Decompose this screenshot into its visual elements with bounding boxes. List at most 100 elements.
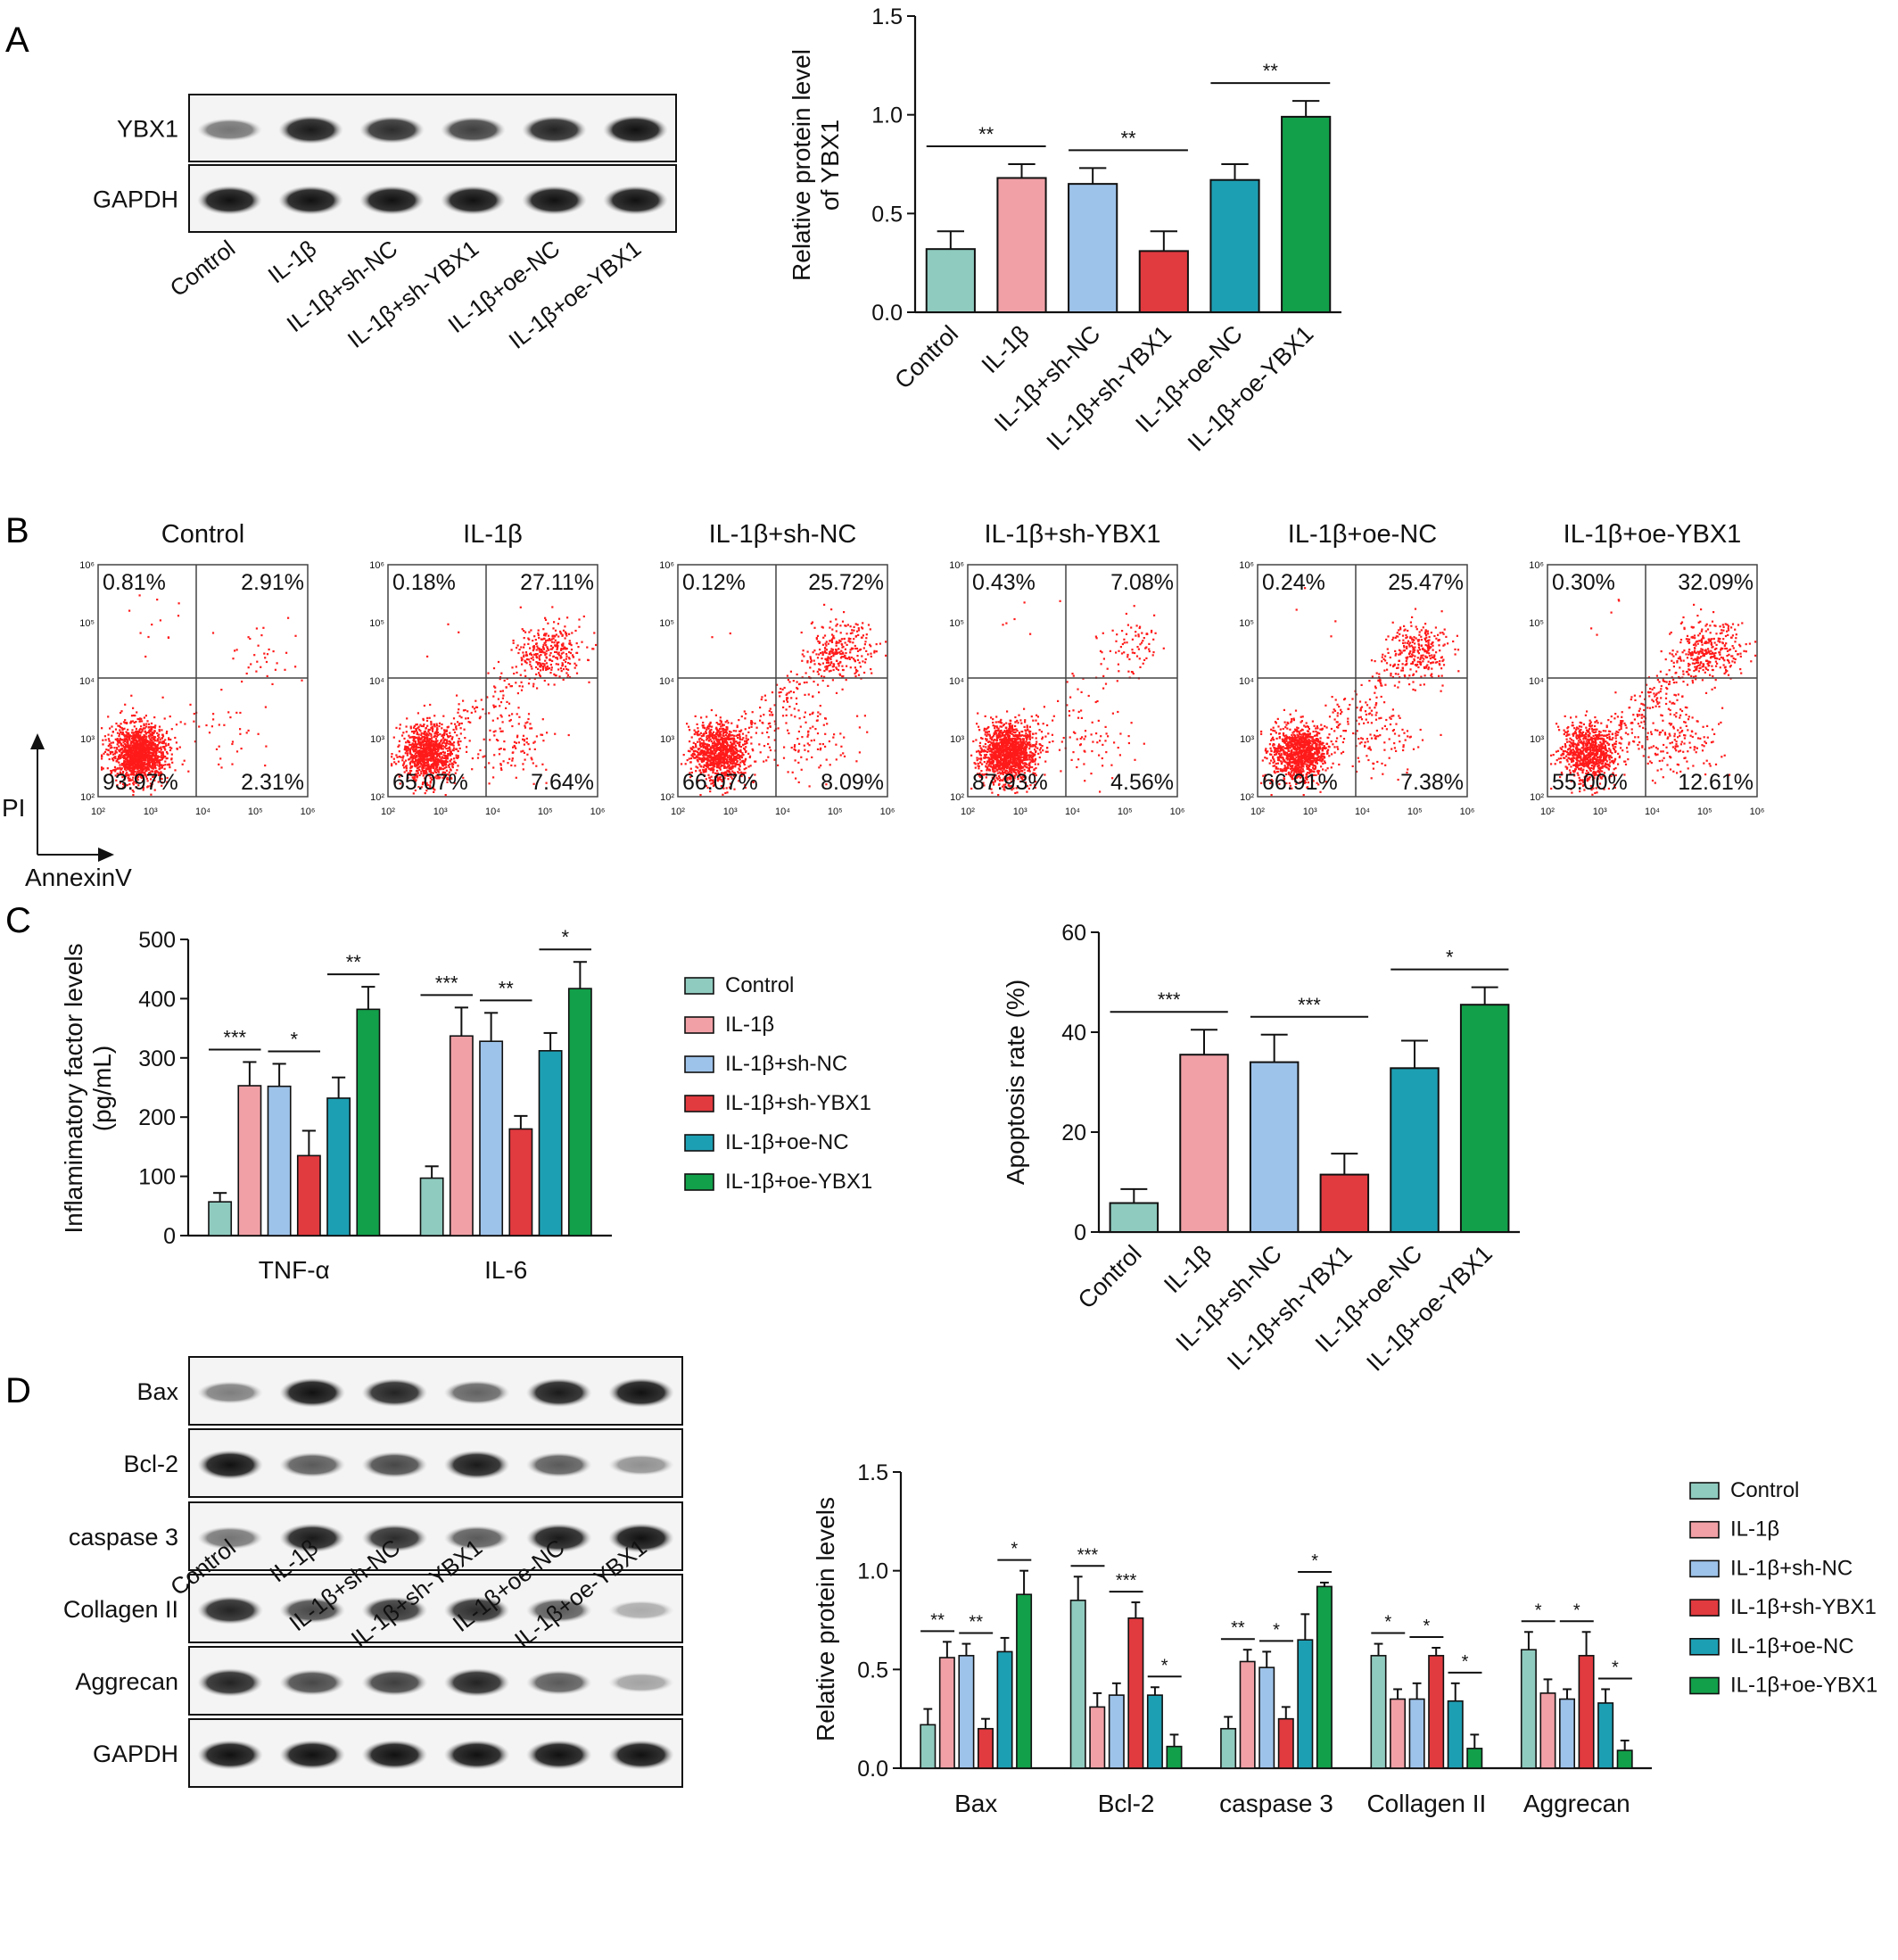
flow-event-dot: [126, 722, 128, 724]
flow-event-dot: [506, 700, 508, 703]
flow-event-dot: [703, 742, 706, 745]
flow-event-dot: [701, 742, 704, 745]
flow-event-dot: [726, 751, 729, 754]
flow-event-dot: [825, 783, 828, 786]
flow-event-dot: [101, 757, 103, 760]
flow-event-dot: [102, 767, 104, 770]
flow-event-dot: [423, 744, 426, 747]
flow-event-dot: [143, 740, 145, 742]
flow-event-dot: [158, 730, 161, 732]
flow-event-dot: [854, 623, 857, 625]
flow-event-dot: [151, 740, 153, 742]
flow-event-dot: [550, 641, 554, 643]
flow-event-dot: [264, 765, 267, 767]
flow-event-dot: [134, 742, 136, 745]
flow-event-dot: [166, 781, 169, 783]
flow-event-dot: [867, 653, 870, 656]
flow-event-dot: [532, 645, 534, 649]
flow-event-dot: [723, 763, 726, 765]
flow-event-dot: [712, 756, 714, 758]
flow-event-dot: [549, 654, 551, 657]
flow-event-dot: [703, 765, 706, 768]
flow-event-dot: [719, 776, 722, 779]
blot-band: [197, 1667, 263, 1698]
flow-event-dot: [785, 708, 788, 711]
flow-event-dot: [565, 667, 568, 671]
flow-event-dot: [120, 742, 122, 745]
flow-event-dot: [742, 737, 745, 740]
flow-event-dot: [448, 742, 450, 745]
flow-event-dot: [816, 670, 819, 673]
flow-event-dot: [109, 727, 111, 730]
flow-event-dot: [155, 771, 158, 773]
flow-event-dot: [984, 755, 986, 757]
flow-event-dot: [166, 752, 169, 755]
flow-event-dot: [133, 748, 136, 750]
flow-event-dot: [806, 742, 809, 745]
flow-event-dot: [706, 757, 708, 759]
flow-event-dot: [123, 734, 126, 737]
flow-event-dot: [435, 777, 438, 780]
flow-event-dot: [706, 737, 709, 740]
flow-x-tick: 10⁴: [195, 806, 210, 817]
blot-band: [603, 186, 668, 215]
flow-event-dot: [818, 653, 821, 656]
flow-event-dot: [425, 767, 427, 770]
flow-event-dot: [719, 733, 722, 736]
flow-event-dot: [516, 736, 519, 739]
flow-event-dot: [431, 749, 433, 752]
flow-event-dot: [458, 743, 460, 746]
flow-event-dot: [231, 742, 234, 746]
flow-event-dot: [443, 757, 446, 759]
flow-event-dot: [162, 764, 165, 766]
flow-event-dot: [725, 747, 728, 749]
flow-event-dot: [413, 761, 416, 764]
flow-event-dot: [435, 761, 438, 765]
flow-event-dot: [693, 753, 697, 756]
flow-event-dot: [118, 724, 120, 727]
flow-event-dot: [785, 714, 788, 716]
flow-event-dot: [702, 768, 705, 771]
flow-event-dot: [436, 762, 439, 765]
flow-event-dot: [414, 789, 417, 792]
flow-event-dot: [509, 718, 512, 722]
flow-event-dot: [421, 765, 424, 768]
flow-event-dot: [403, 761, 406, 764]
flow-event-dot: [511, 713, 514, 715]
flow-event-dot: [856, 658, 860, 661]
flow-event-dot: [445, 729, 448, 732]
flow-event-dot: [405, 769, 408, 772]
flow-event-dot: [143, 747, 146, 749]
flow-event-dot: [220, 689, 223, 691]
flow-event-dot: [511, 724, 514, 728]
flow-event-dot: [136, 770, 139, 773]
flow-event-dot: [146, 785, 150, 788]
flow-event-dot: [284, 668, 286, 671]
flow-event-dot: [136, 717, 139, 721]
flow-event-dot: [560, 670, 563, 673]
flow-event-dot: [111, 741, 115, 744]
flow-event-dot: [561, 664, 564, 666]
flow-event-dot: [118, 757, 120, 760]
flow-event-dot: [706, 736, 708, 739]
flow-event-dot: [155, 761, 158, 764]
flow-event-dot: [698, 740, 701, 743]
flow-event-dot: [711, 636, 714, 639]
flow-event-dot: [515, 747, 517, 749]
flow-event-dot: [129, 761, 132, 764]
flow-event-dot: [455, 728, 458, 731]
flow-event-dot: [417, 786, 420, 789]
flow-event-dot: [462, 699, 465, 702]
flow-event-dot: [144, 766, 147, 769]
flow-event-dot: [157, 772, 160, 774]
flow-event-dot: [444, 772, 447, 774]
flow-event-dot: [118, 761, 120, 764]
flow-event-dot: [769, 714, 772, 716]
flow-y-tick: 10²: [660, 792, 674, 803]
flow-event-dot: [136, 741, 138, 744]
flow-event-dot: [124, 761, 127, 764]
flow-event-dot: [821, 674, 823, 677]
flow-event-dot: [115, 747, 119, 749]
flow-event-dot: [131, 769, 134, 772]
flow-event-dot: [1006, 770, 1009, 773]
